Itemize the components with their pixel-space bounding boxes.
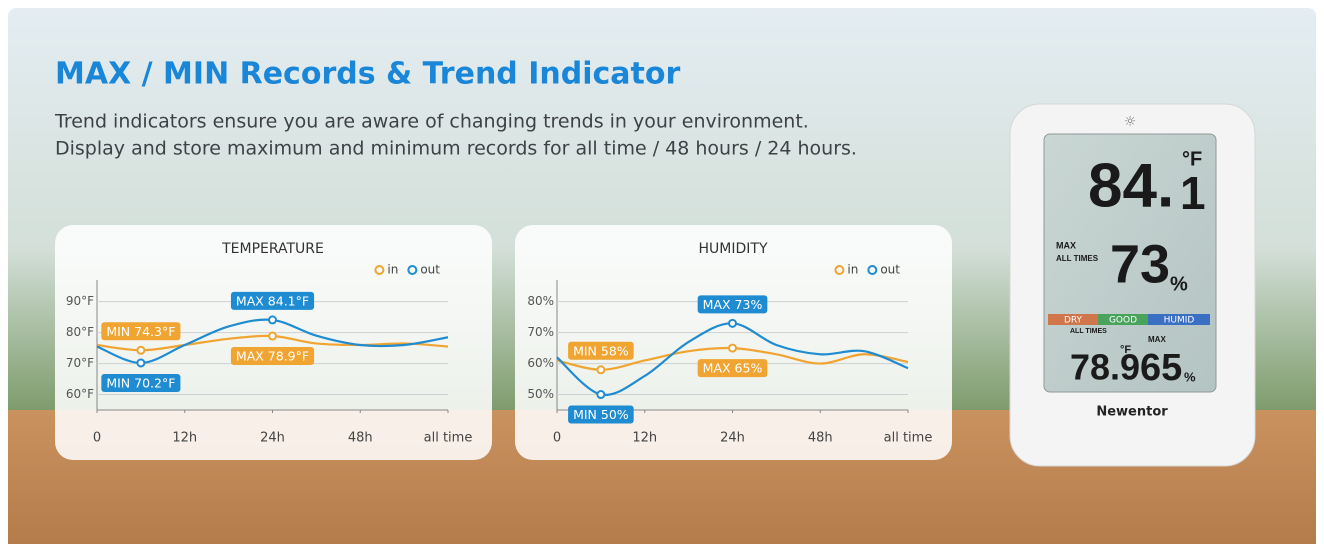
lcd-humidity-unit: % <box>1170 273 1188 295</box>
device: ☼ 84. 1 °F MAX ALL TIMES 73 % DRY GOOD H… <box>1010 104 1255 466</box>
x-tick-label: 0 <box>93 431 101 446</box>
point-marker <box>597 366 604 373</box>
light-icon: ☼ <box>1124 114 1137 130</box>
lcd-in-humidity-unit: % <box>1184 369 1196 384</box>
x-tick-label: 12h <box>632 431 657 446</box>
chart: TEMPERATURE 60°F 70°F 80°F 90°F 0 12h 24h 48h all… <box>55 225 492 460</box>
brand: Newentor <box>1096 405 1168 420</box>
lcd-max: MAX <box>1056 240 1076 250</box>
lcd-in-temp-unit: °F <box>1120 344 1131 356</box>
good-label: GOOD <box>1109 316 1137 326</box>
x-tick-label: all time <box>424 431 473 446</box>
subtitle: Trend indicators ensure you are aware of… <box>54 111 809 133</box>
point-marker <box>729 320 736 327</box>
y-tick-label: 90°F <box>66 294 94 308</box>
chart: HUMIDITY 50% 60% 70% 80% 0 12h 24h 48h all time ou… <box>515 225 952 460</box>
value-label: MAX 84.1°F <box>236 293 309 308</box>
value-label: MIN 58% <box>573 343 629 358</box>
legend-label: out <box>420 263 440 277</box>
x-tick-label: 12h <box>172 431 197 446</box>
dry-label: DRY <box>1064 316 1083 326</box>
chart-title: HUMIDITY <box>699 241 768 257</box>
lcd-temp-decimal: 1 <box>1180 167 1206 219</box>
x-tick-label: 24h <box>720 431 745 446</box>
x-tick-label: all time <box>884 431 933 446</box>
value-label: MIN 70.2°F <box>106 375 175 390</box>
lcd-in-humidity: 65 <box>1140 347 1182 389</box>
lcd-in-max: MAX <box>1148 335 1166 344</box>
lcd-all-times: ALL TIMES <box>1056 254 1099 263</box>
subtitle: Display and store maximum and minimum re… <box>55 138 857 160</box>
y-tick-label: 80°F <box>66 325 94 339</box>
legend-label: in <box>847 263 858 277</box>
x-tick-label: 24h <box>260 431 285 446</box>
y-tick-label: 50% <box>527 387 554 401</box>
y-tick-label: 70% <box>527 325 554 339</box>
y-tick-label: 60% <box>527 356 554 370</box>
point-marker <box>269 333 276 340</box>
value-label: MAX 78.9°F <box>236 349 309 364</box>
lcd-humidity: 73 <box>1110 234 1170 294</box>
lcd-temp-unit: °F <box>1182 148 1202 170</box>
lcd-in-all-times: ALL TIMES <box>1070 328 1107 335</box>
point-marker <box>137 347 144 354</box>
value-label: MIN 74.3°F <box>106 324 175 339</box>
point-marker <box>597 391 604 398</box>
y-tick-label: 80% <box>527 294 554 308</box>
x-tick-label: 48h <box>348 431 373 446</box>
y-tick-label: 70°F <box>66 356 94 370</box>
x-tick-label: 0 <box>553 431 561 446</box>
title: MAX / MIN Records & Trend Indicator <box>55 57 680 92</box>
y-tick-label: 60°F <box>66 387 94 401</box>
legend-label: in <box>387 263 398 277</box>
point-marker <box>729 345 736 352</box>
point-marker <box>269 316 276 323</box>
humid-label: HUMID <box>1164 316 1195 326</box>
value-label: MAX 65% <box>703 361 763 376</box>
page: MAX / MIN Records & Trend Indicator Tren… <box>0 0 1324 544</box>
legend-label: out <box>880 263 900 277</box>
lcd-temp: 84. <box>1088 151 1174 220</box>
value-label: MAX 73% <box>703 297 763 312</box>
point-marker <box>137 359 144 366</box>
x-tick-label: 48h <box>808 431 833 446</box>
chart-title: TEMPERATURE <box>221 241 324 257</box>
value-label: MIN 50% <box>573 407 629 422</box>
